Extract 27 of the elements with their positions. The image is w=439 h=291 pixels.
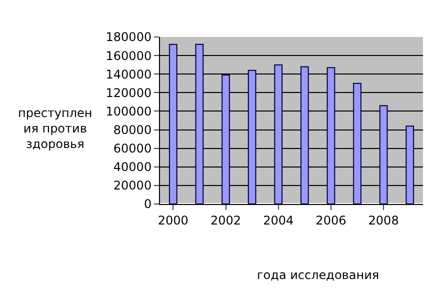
x-tick-label: 2008 [368, 213, 399, 228]
x-tick-label: 2006 [316, 213, 346, 228]
bar [406, 126, 414, 204]
x-tick-label: 2002 [210, 213, 242, 228]
y-tick-label: 180000 [106, 30, 152, 44]
y-tick-label: 20000 [113, 178, 152, 193]
bar [168, 44, 178, 204]
y-tick-label: 0 [144, 197, 152, 212]
bar [248, 70, 256, 204]
y-tick-label: 60000 [113, 142, 152, 156]
x-tick-label: 2004 [263, 213, 294, 228]
y-tick-label: 100000 [106, 104, 152, 118]
y-axis-title: преступления против здоровья [18, 106, 92, 152]
x-axis-title: года исследования [257, 268, 380, 282]
bar [353, 82, 362, 204]
bar [379, 105, 388, 204]
bar [195, 44, 204, 204]
y-tick-label: 40000 [113, 160, 152, 174]
y-tick-label: 160000 [106, 48, 152, 63]
y-tick-label: 140000 [106, 67, 152, 82]
bar [274, 64, 283, 204]
bar [300, 66, 309, 204]
y-tick-label: 120000 [106, 86, 152, 100]
y-tick-label: 80000 [113, 122, 152, 137]
x-tick-label: 2000 [158, 213, 188, 228]
bar [326, 67, 336, 204]
bar [222, 74, 230, 204]
